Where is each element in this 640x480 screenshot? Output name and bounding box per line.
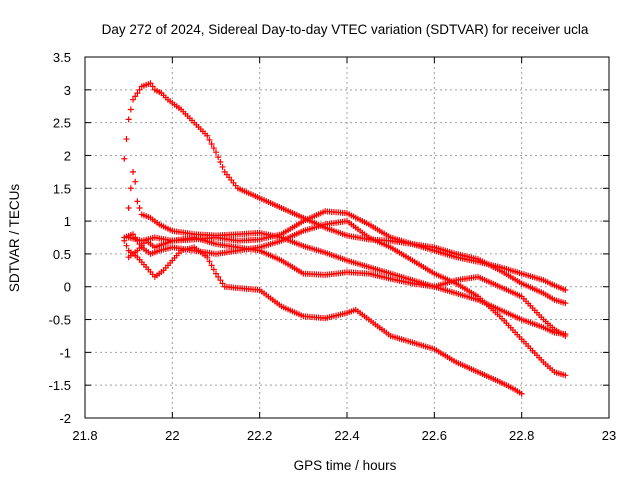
data-point-track-d: [562, 332, 569, 339]
data-point-track-b: [134, 90, 141, 97]
y-tick-label: 1: [64, 214, 71, 229]
data-point-track-b: [132, 93, 139, 100]
y-tick-label: 3: [64, 83, 71, 98]
data-point-track-a: [125, 204, 132, 211]
data-point-track-b: [562, 300, 569, 307]
data-point-track-c: [215, 273, 222, 280]
x-tick-label: 22.4: [334, 428, 359, 443]
y-tick-label: 0.5: [53, 247, 71, 262]
data-point-track-f: [562, 287, 569, 294]
data-point-track-b: [219, 163, 226, 170]
data-point-track-c: [518, 390, 525, 397]
x-tick-label: 22.8: [509, 428, 534, 443]
y-tick-label: 1.5: [53, 181, 71, 196]
x-axis-label: GPS time / hours: [294, 458, 397, 473]
data-point-track-b: [204, 132, 211, 139]
y-tick-label: 3.5: [53, 50, 71, 65]
plot-frame: [84, 56, 610, 419]
data-point-track-c: [206, 258, 213, 265]
data-point-track-a: [136, 204, 143, 211]
y-tick-label: -0.5: [49, 313, 71, 328]
y-tick-label: 2.5: [53, 116, 71, 131]
y-tick-label: 0: [64, 280, 71, 295]
data-point-track-b: [208, 140, 215, 147]
data-point-track-b: [149, 83, 156, 90]
data-point-track-b: [147, 80, 154, 87]
data-point-track-b: [130, 96, 137, 103]
data-point-track-c: [219, 280, 226, 287]
data-point-track-a: [134, 198, 141, 205]
y-tick-label: 2: [64, 148, 71, 163]
data-point-track-b: [213, 149, 219, 156]
data-point-track-a: [130, 168, 137, 175]
data-point-track-b: [136, 86, 143, 93]
x-tick-label: 22.6: [422, 428, 447, 443]
data-point-track-b: [123, 136, 130, 143]
x-tick-label: 22: [165, 428, 179, 443]
data-point-track-b: [127, 106, 134, 113]
x-tick-label: 21.8: [72, 428, 97, 443]
data-point-track-c: [210, 266, 217, 273]
data-point-track-e: [562, 372, 569, 379]
data-point-track-c: [208, 262, 215, 269]
y-tick-label: -1: [59, 345, 71, 360]
data-point-track-c: [213, 270, 219, 277]
y-axis-label: SDTVAR / TECUs: [7, 184, 22, 293]
data-point-track-c: [123, 242, 130, 249]
data-point-track-b: [121, 155, 128, 162]
data-point-track-a: [127, 185, 134, 192]
data-markers: [121, 80, 569, 397]
y-tick-label: -1.5: [49, 378, 71, 393]
data-point-track-b: [217, 159, 224, 166]
data-point-track-b: [210, 145, 217, 152]
data-point-track-b: [206, 136, 213, 143]
data-point-track-c: [217, 277, 224, 284]
data-point-track-b: [215, 154, 222, 161]
x-tick-label: 23: [602, 428, 616, 443]
chart-title: Day 272 of 2024, Sidereal Day-to-day VTE…: [102, 22, 589, 37]
y-tick-label: -2: [59, 411, 71, 426]
data-point-track-a: [132, 178, 139, 185]
data-point-track-b: [125, 116, 132, 123]
x-tick-label: 22.2: [247, 428, 272, 443]
